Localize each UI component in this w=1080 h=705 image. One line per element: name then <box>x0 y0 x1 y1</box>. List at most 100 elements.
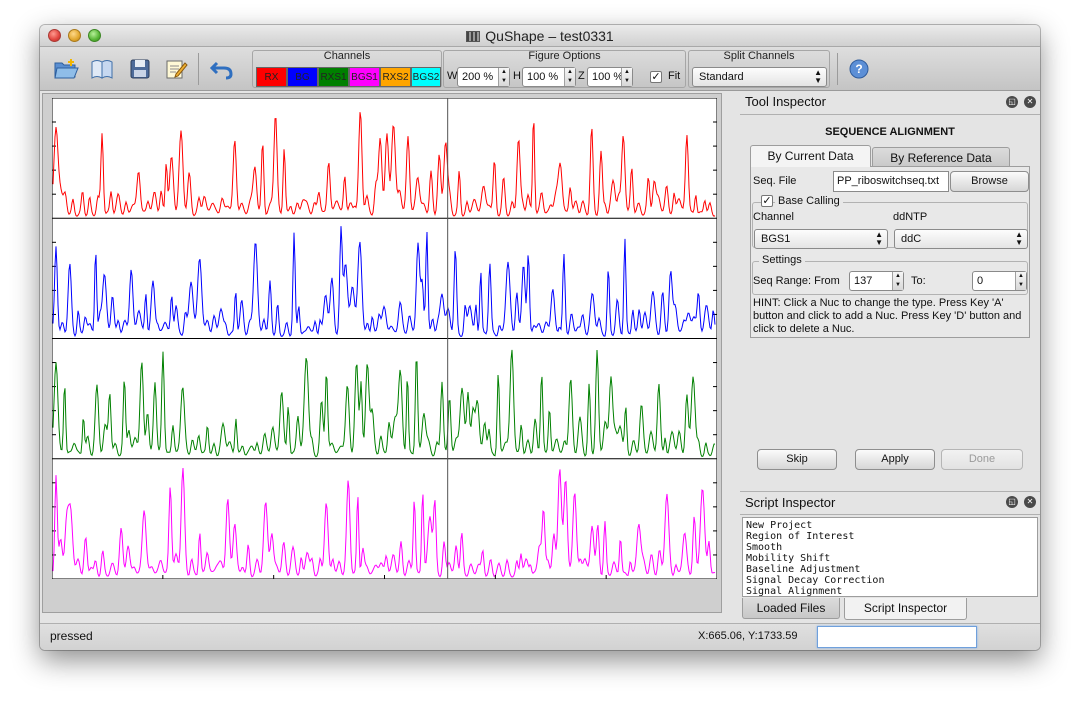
channel-chip-label: BGS1 <box>351 72 378 83</box>
height-value: 100 % <box>527 71 559 83</box>
stepper-arrows-icon[interactable]: ▲ ▼ <box>1015 272 1026 290</box>
script-line: New Project <box>746 520 813 531</box>
close-panel-icon[interactable]: ✕ <box>1024 496 1036 508</box>
width-value: 200 % <box>462 71 494 83</box>
select-arrows-icon: ▲ ▼ <box>1015 230 1023 247</box>
channel-chip-bg[interactable]: BG <box>287 67 318 87</box>
close-panel-icon[interactable]: ✕ <box>1024 96 1036 108</box>
ddntp-select[interactable]: ddC ▲ ▼ <box>894 229 1028 249</box>
channel-chip-rxs1[interactable]: RXS1 <box>318 67 349 87</box>
skip-label: Skip <box>786 453 808 465</box>
base-calling-checkbox[interactable]: ✓ <box>761 195 773 207</box>
plot-area[interactable] <box>42 93 722 613</box>
tool-inspector-panel: Tool Inspector ◱ ✕ SEQUENCE ALIGNMENT By … <box>740 91 1040 489</box>
channels-group-title: Channels <box>323 50 371 62</box>
svg-text:?: ? <box>855 62 862 76</box>
edit-notes-icon[interactable] <box>162 55 190 83</box>
select-arrows-icon: ▲ ▼ <box>814 68 822 85</box>
ddntp-label: ddNTP <box>893 211 928 223</box>
base-calling-label: Base Calling <box>775 195 843 207</box>
trace-line <box>52 467 716 578</box>
figure-options-title: Figure Options <box>528 50 601 62</box>
channels-group: Channels RX BG RXS1 BGS1 RXS2 BGS2 <box>252 50 442 88</box>
split-channels-select[interactable]: Standard ▲ ▼ <box>692 67 827 87</box>
tab-script-inspector[interactable]: Script Inspector <box>844 598 967 620</box>
fit-checkbox[interactable]: ✓ <box>650 71 662 83</box>
channel-chip-rx[interactable]: RX <box>256 67 287 87</box>
channel-chip-label: RXS2 <box>382 72 409 83</box>
stepper-arrows-icon[interactable]: ▲ ▼ <box>498 68 509 86</box>
window-zoom-button[interactable] <box>88 29 101 42</box>
tab-by-current-data[interactable]: By Current Data <box>750 145 871 167</box>
section-title: SEQUENCE ALIGNMENT <box>825 126 955 138</box>
stepper-arrows-icon[interactable]: ▲ ▼ <box>621 68 632 86</box>
tool-inspector-title: Tool Inspector <box>745 94 826 109</box>
split-channels-group: Split Channels Standard ▲ ▼ <box>688 50 830 88</box>
seq-range-to-stepper[interactable]: 0 ▲ ▼ <box>972 271 1027 291</box>
tab-content: Seq. File PP_riboswitchseq.txt Browse ✓ … <box>750 166 1030 338</box>
split-channels-title: Split Channels <box>723 50 795 62</box>
tab-label: By Current Data <box>767 149 854 163</box>
channel-value: BGS1 <box>761 233 791 245</box>
zoom-value: 100 % <box>592 71 624 83</box>
script-log[interactable]: New Project Region of Interest Smooth Mo… <box>742 517 1038 597</box>
seq-range-from-stepper[interactable]: 137 ▲ ▼ <box>849 271 904 291</box>
float-panel-icon[interactable]: ◱ <box>1006 496 1018 508</box>
height-stepper[interactable]: 100 % ▲ ▼ <box>522 67 576 87</box>
channel-chip-label: RX <box>264 72 279 83</box>
zoom-label: Z <box>578 70 585 82</box>
figure-options-group: Figure Options W 200 % ▲ ▼ H 100 % ▲ ▼ Z 100… <box>443 50 686 88</box>
script-line: Mobility Shift <box>746 553 831 564</box>
skip-button[interactable]: Skip <box>757 449 837 470</box>
channel-select[interactable]: BGS1 ▲ ▼ <box>754 229 888 249</box>
seq-file-label: Seq. File <box>753 175 797 187</box>
status-bar: pressed X:665.06, Y:1733.59 <box>40 623 1040 650</box>
channel-chip-label: BGS2 <box>412 72 440 83</box>
seq-range-label: Seq Range: From <box>753 275 840 287</box>
help-icon[interactable]: ? <box>845 55 873 83</box>
fit-label: Fit <box>668 70 681 82</box>
apply-button[interactable]: Apply <box>855 449 935 470</box>
to-label: To: <box>911 275 926 287</box>
stepper-arrows-icon[interactable]: ▲ ▼ <box>892 272 903 290</box>
window-close-button[interactable] <box>48 29 61 42</box>
select-arrows-icon: ▲ ▼ <box>875 230 883 247</box>
electropherogram-plot[interactable] <box>52 98 717 579</box>
float-panel-icon[interactable]: ◱ <box>1006 96 1018 108</box>
status-input[interactable] <box>817 626 977 648</box>
tool-inspector-header: Tool Inspector ◱ ✕ <box>740 91 1040 115</box>
tab-by-reference-data[interactable]: By Reference Data <box>872 147 1010 167</box>
browse-label: Browse <box>971 175 1008 187</box>
book-icon[interactable] <box>88 55 116 83</box>
save-disk-icon[interactable] <box>126 55 154 83</box>
stepper-arrows-icon[interactable]: ▲ ▼ <box>564 68 575 86</box>
script-line: Baseline Adjustment <box>746 564 861 575</box>
done-label: Done <box>968 453 996 465</box>
script-inspector-header: Script Inspector ◱ ✕ <box>740 491 1040 515</box>
open-folder-icon[interactable] <box>52 55 80 83</box>
width-stepper[interactable]: 200 % ▲ ▼ <box>457 67 510 87</box>
seq-file-field[interactable]: PP_riboswitchseq.txt <box>833 171 949 192</box>
channel-label: Channel <box>753 211 794 223</box>
channel-chip-bgs1[interactable]: BGS1 <box>349 67 380 87</box>
channel-chip-rxs2[interactable]: RXS2 <box>380 67 411 87</box>
script-line: Signal Alignment <box>746 586 843 597</box>
status-message: pressed <box>50 629 93 643</box>
title-bar: QuShape – test0331 <box>40 25 1040 47</box>
app-icon <box>466 31 481 42</box>
channel-chip-label: RXS1 <box>320 72 347 83</box>
tab-label: Loaded Files <box>756 601 826 615</box>
settings-label: Settings <box>759 254 805 266</box>
toolbar-separator <box>198 53 199 85</box>
toolbar: Channels RX BG RXS1 BGS1 RXS2 BGS2 Figur… <box>40 47 1040 91</box>
undo-arrow-icon[interactable] <box>208 55 236 83</box>
hint-text: HINT: Click a Nuc to change the type. Pr… <box>753 297 1022 335</box>
split-channels-value: Standard <box>699 71 744 83</box>
window-minimize-button[interactable] <box>68 29 81 42</box>
tab-loaded-files[interactable]: Loaded Files <box>742 598 840 619</box>
trace-line <box>52 112 716 217</box>
browse-button[interactable]: Browse <box>950 171 1029 192</box>
app-window: QuShape – test0331 Channels RX BG RXS1 B… <box>40 25 1040 650</box>
channel-chip-bgs2[interactable]: BGS2 <box>411 67 441 87</box>
zoom-stepper[interactable]: 100 % ▲ ▼ <box>587 67 633 87</box>
